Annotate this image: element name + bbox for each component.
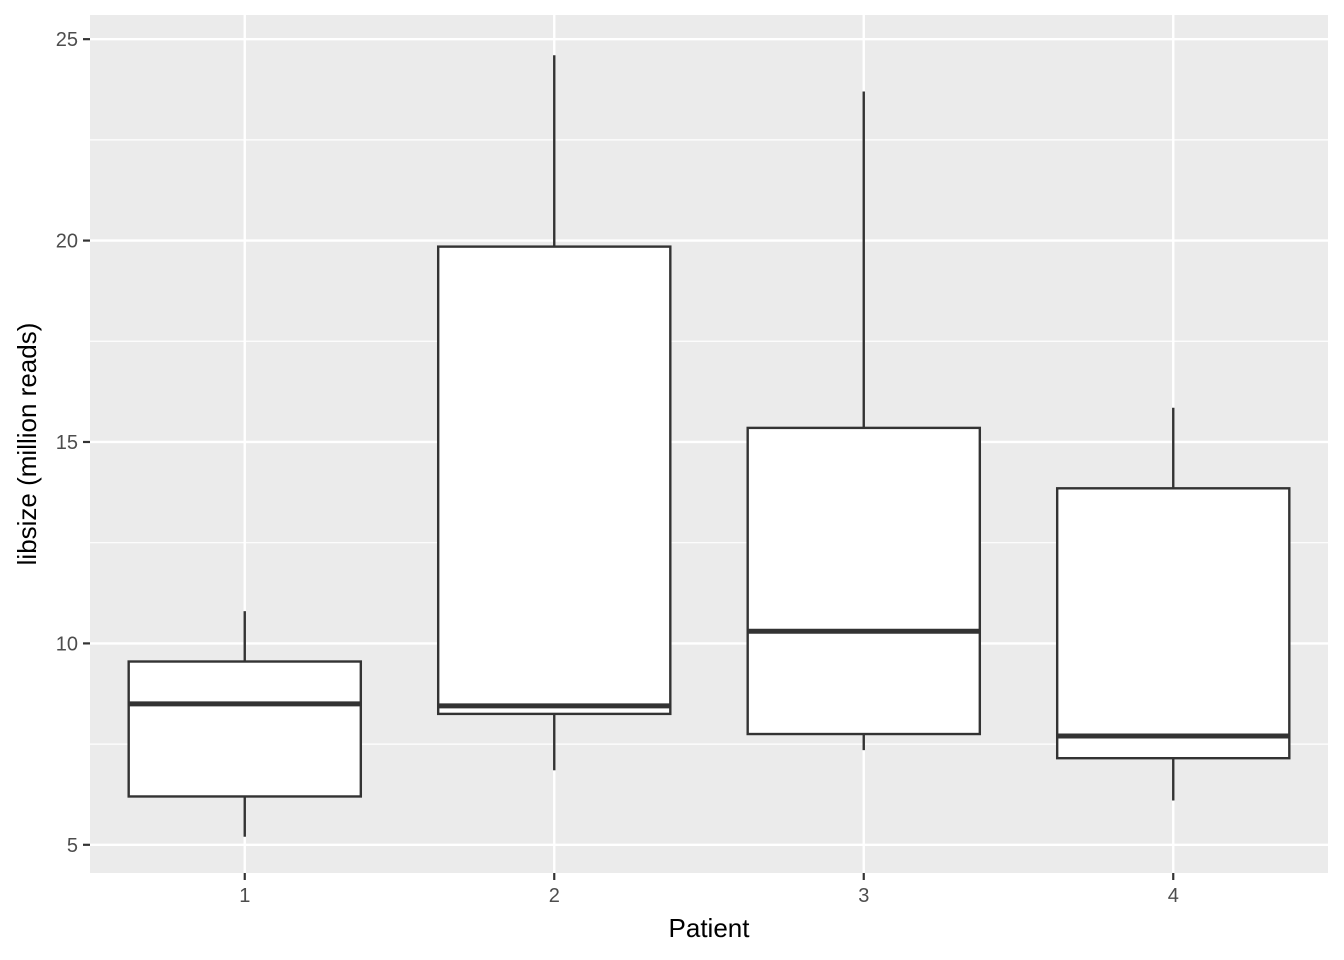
x-axis-title: Patient	[669, 913, 751, 943]
box-1	[127, 611, 363, 837]
x-tick-label: 4	[1168, 885, 1179, 907]
box-3	[746, 91, 982, 751]
x-axis: 1 2 3 4	[239, 873, 1179, 907]
y-tick-label: 20	[56, 231, 78, 253]
y-tick-label: 15	[56, 432, 78, 454]
box-series	[127, 55, 1291, 837]
box-iqr	[436, 245, 672, 716]
y-axis-title: libsize (million reads)	[12, 323, 42, 566]
box-4	[1055, 407, 1291, 801]
box-2	[436, 55, 672, 771]
x-tick-label: 3	[858, 885, 869, 907]
y-tick-label: 25	[56, 29, 78, 51]
box-iqr	[746, 426, 982, 736]
y-tick-label: 5	[67, 835, 78, 857]
y-tick-label: 10	[56, 633, 78, 655]
y-axis: 5 10 15 20 25	[56, 29, 90, 857]
x-tick-label: 2	[549, 885, 560, 907]
x-tick-label: 1	[239, 885, 250, 907]
box-iqr	[1055, 487, 1291, 760]
box-iqr	[127, 660, 363, 798]
